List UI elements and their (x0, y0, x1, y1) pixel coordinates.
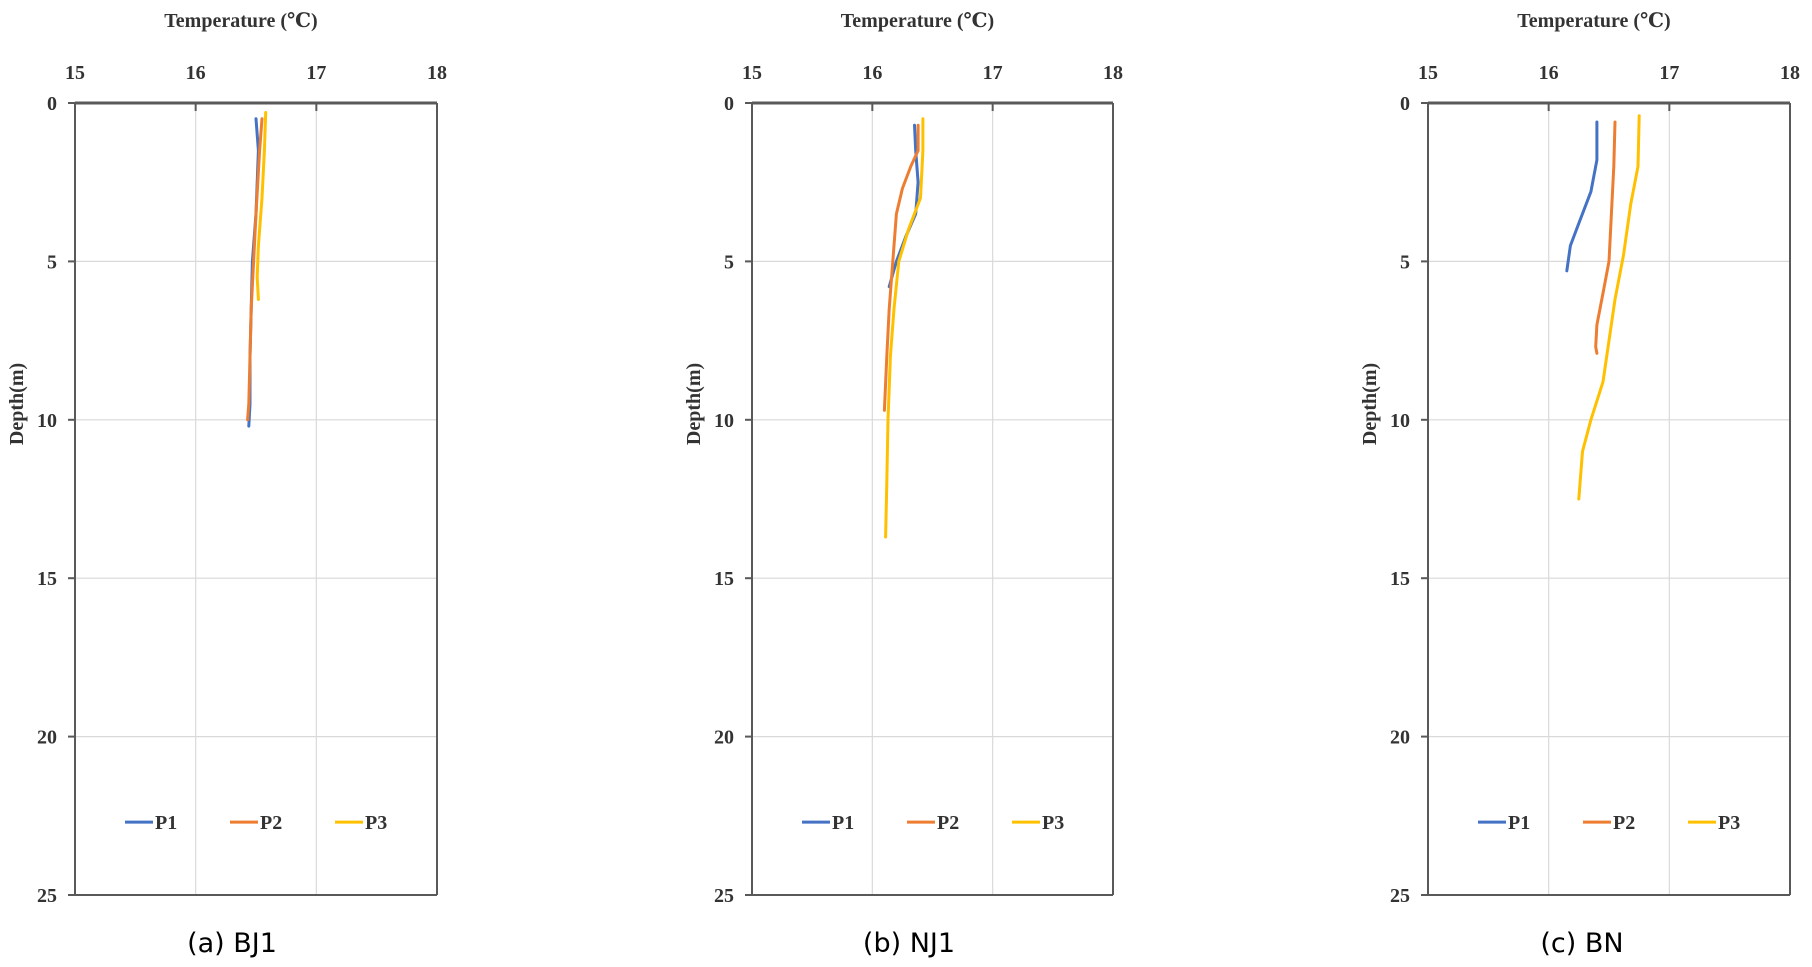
legend-label-p1: P1 (155, 812, 177, 834)
y-tick-label: 5 (1400, 251, 1410, 273)
y-tick-label: 15 (1390, 568, 1410, 590)
y-tick-label: 5 (47, 251, 57, 273)
panel-caption: (b) NJ1 (862, 928, 956, 959)
panel-caption: (a) BJ1 (187, 928, 277, 959)
y-axis-title: Depth(m) (1359, 363, 1381, 445)
legend-label-p3: P3 (1718, 812, 1740, 834)
x-tick-label: 17 (306, 62, 326, 84)
series-line-p3 (255, 111, 268, 301)
y-axis-title: Depth(m) (6, 363, 28, 445)
legend-label-p1: P1 (1508, 812, 1530, 834)
y-tick-label: 25 (714, 885, 734, 907)
x-tick-label: 17 (983, 62, 1003, 84)
y-tick-label: 10 (37, 410, 57, 432)
x-axis-title: Temperature (℃) (164, 10, 317, 32)
y-axis-title: Depth(m) (683, 363, 705, 445)
y-tick-label: 5 (724, 251, 734, 273)
y-tick-label: 15 (37, 568, 57, 590)
x-tick-label: 18 (1780, 62, 1800, 84)
x-tick-label: 18 (427, 62, 447, 84)
legend-label-p2: P2 (937, 812, 959, 834)
y-tick-label: 0 (47, 93, 57, 115)
series-line-p2 (1594, 120, 1617, 355)
y-tick-label: 0 (1400, 93, 1410, 115)
x-tick-label: 18 (1103, 62, 1123, 84)
x-tick-label: 15 (1418, 62, 1438, 84)
series-line-p3 (884, 117, 925, 539)
series-line-p2 (246, 117, 264, 422)
series-line-p1 (1565, 120, 1599, 273)
chart-panel-1: 15 16 17 18 0 5 10 15 20 25 Temperature (℃) Depth(m… (6, 10, 447, 907)
legend-label-p2: P2 (1613, 812, 1635, 834)
y-tick-label: 25 (1390, 885, 1410, 907)
y-tick-label: 25 (37, 885, 57, 907)
legend-label-p1: P1 (832, 812, 854, 834)
y-tick-label: 15 (714, 568, 734, 590)
x-axis-title: Temperature (℃) (1517, 10, 1670, 32)
legend-label-p2: P2 (260, 812, 282, 834)
x-tick-label: 17 (1659, 62, 1679, 84)
y-tick-label: 0 (724, 93, 734, 115)
legend-label-p3: P3 (1042, 812, 1064, 834)
chart-panel-2: 15 16 17 18 0 5 10 15 20 25 Temperature (℃) Depth(m… (683, 10, 1123, 907)
panel-caption: (c) BN (1540, 928, 1624, 959)
x-tick-label: 16 (862, 62, 882, 84)
y-tick-label: 10 (1390, 410, 1410, 432)
y-tick-label: 20 (37, 727, 57, 749)
x-tick-label: 15 (65, 62, 85, 84)
x-tick-label: 16 (1539, 62, 1559, 84)
legend-label-p3: P3 (365, 812, 387, 834)
y-tick-label: 20 (1390, 727, 1410, 749)
chart-panel-3: 15 16 17 18 0 5 10 15 20 25 Temperature (℃) Depth(m… (1359, 10, 1800, 907)
y-tick-label: 20 (714, 727, 734, 749)
x-tick-label: 15 (742, 62, 762, 84)
y-tick-label: 10 (714, 410, 734, 432)
series-line-p3 (1577, 114, 1641, 501)
x-tick-label: 16 (186, 62, 206, 84)
series-line-p2 (882, 123, 920, 412)
x-axis-title: Temperature (℃) (841, 10, 994, 32)
